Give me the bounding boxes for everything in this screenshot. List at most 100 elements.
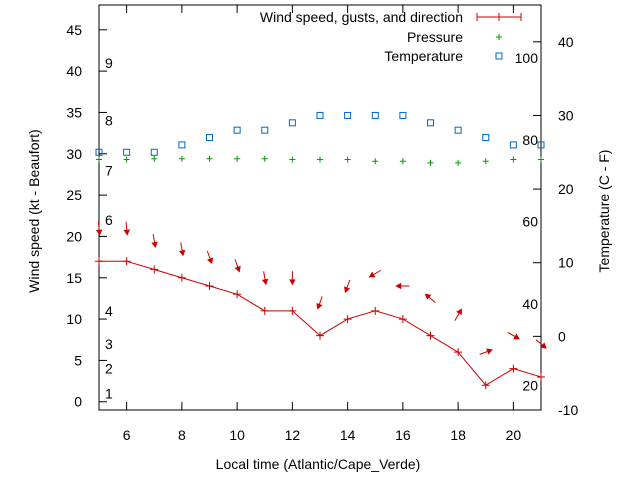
pressure-point xyxy=(123,156,130,163)
x-tick-label: 10 xyxy=(229,427,245,443)
wind-direction-arrow xyxy=(95,221,103,236)
wind-direction-arrow xyxy=(151,234,158,248)
temperature-point xyxy=(454,126,462,134)
pressure-point xyxy=(399,158,406,165)
plot-border xyxy=(98,4,542,411)
wind-direction-arrow xyxy=(395,282,410,290)
legend-item: Wind speed, gusts, and direction xyxy=(260,9,522,25)
x-tick-label: 14 xyxy=(340,427,356,443)
legend-label: Pressure xyxy=(407,29,463,45)
wind-speed-point xyxy=(398,315,407,324)
wind-speed-point xyxy=(205,282,214,291)
legend-item: Pressure xyxy=(407,29,502,45)
beaufort-label: 2 xyxy=(105,361,113,377)
legend-swatch-marker xyxy=(495,13,503,21)
temperature-point xyxy=(95,148,103,156)
y-left-tick-label: 20 xyxy=(66,228,82,244)
x-tick-label: 16 xyxy=(395,427,411,443)
arrow-head xyxy=(395,282,402,290)
x-tick-label: 6 xyxy=(123,427,131,443)
arrow-head xyxy=(540,342,547,349)
temperature-point xyxy=(371,111,379,119)
wind-direction-arrow xyxy=(123,221,130,236)
temperature-point xyxy=(344,111,352,119)
pressure-point xyxy=(178,155,185,162)
fahrenheit-label: 60 xyxy=(522,213,538,229)
y-left-tick-label: 15 xyxy=(66,270,82,286)
temperature-point xyxy=(427,119,434,127)
wind-direction-arrow xyxy=(368,269,382,278)
legend-label: Temperature xyxy=(384,48,463,64)
wind-speed-point xyxy=(288,306,297,315)
legend-swatch xyxy=(496,34,502,40)
arrow-head xyxy=(95,229,103,236)
y-right-tick-label: 30 xyxy=(558,107,574,123)
y-left-tick-label: 30 xyxy=(66,146,82,162)
beaufort-label: 8 xyxy=(105,113,113,129)
temperature-point xyxy=(509,141,517,149)
arrow-head xyxy=(123,229,130,236)
pressure-point xyxy=(261,155,268,162)
wind-direction-arrow xyxy=(507,331,520,340)
wind-speed-point xyxy=(343,315,352,324)
x-axis-label: Local time (Atlantic/Cape_Verde) xyxy=(216,456,421,472)
beaufort-label: 7 xyxy=(105,162,113,178)
y-left-tick-label: 25 xyxy=(66,187,82,203)
wind-speed-point xyxy=(537,372,545,381)
y-left-tick-label: 5 xyxy=(74,352,82,368)
y-right-tick-label: 20 xyxy=(558,181,574,197)
legend-item: Temperature xyxy=(384,48,503,64)
pressure-point xyxy=(344,156,351,163)
fahrenheit-label: 80 xyxy=(522,132,538,148)
wind-speed-point xyxy=(150,265,159,274)
x-tick-label: 12 xyxy=(285,427,301,443)
wind-speed-point xyxy=(426,331,435,340)
y-right-tick-label: 40 xyxy=(558,34,574,50)
temperature-point xyxy=(261,126,269,134)
wind-direction-arrow xyxy=(261,271,269,286)
y-left-tick-label: 45 xyxy=(66,22,82,38)
wind-speed-point xyxy=(509,364,518,373)
arrow-head xyxy=(456,308,462,316)
pressure-point xyxy=(427,159,434,166)
temperature-point xyxy=(178,141,186,149)
y-right-tick-label: 10 xyxy=(558,255,574,271)
wind-direction-arrow xyxy=(316,296,323,310)
wind-speed-point xyxy=(233,290,242,299)
arrow-head xyxy=(316,302,323,310)
wind-direction-arrow xyxy=(479,348,493,355)
wind-direction-arrow xyxy=(178,242,186,257)
y-left-tick-label: 35 xyxy=(66,104,82,120)
pressure-point xyxy=(372,158,379,165)
x-tick-label: 18 xyxy=(450,427,466,443)
y-right-tick-label: -10 xyxy=(558,402,578,418)
arrow-head xyxy=(207,257,214,265)
pressure-point xyxy=(538,156,544,163)
y-right-tick-label: 0 xyxy=(558,328,566,344)
pressure-point xyxy=(289,156,296,163)
beaufort-label: 3 xyxy=(105,336,113,352)
legend-swatch xyxy=(495,52,503,60)
wind-direction-arrow xyxy=(424,293,436,303)
temperature-point xyxy=(123,148,131,156)
wind-direction-arrow xyxy=(289,271,296,286)
pressure-point xyxy=(234,155,241,162)
wind-direction-arrow xyxy=(206,250,214,265)
wind-speed-line xyxy=(99,260,542,386)
wind-direction-arrow xyxy=(454,308,462,321)
y-left-tick-label: 0 xyxy=(74,394,82,410)
arrow-head xyxy=(486,348,493,355)
beaufort-label: 1 xyxy=(105,385,113,401)
arrow-head xyxy=(234,265,241,273)
legend-label: Wind speed, gusts, and direction xyxy=(260,9,463,25)
arrow-head xyxy=(424,293,432,300)
arrow-head xyxy=(178,249,186,257)
wind-speed-point xyxy=(177,273,186,282)
arrow-head xyxy=(289,279,296,286)
y-axis-label-right: Temperature (C - F) xyxy=(596,150,612,273)
pressure-point xyxy=(206,155,213,162)
arrow-head xyxy=(261,278,269,286)
temperature-point xyxy=(482,134,490,142)
y-left-tick-label: 40 xyxy=(66,63,82,79)
